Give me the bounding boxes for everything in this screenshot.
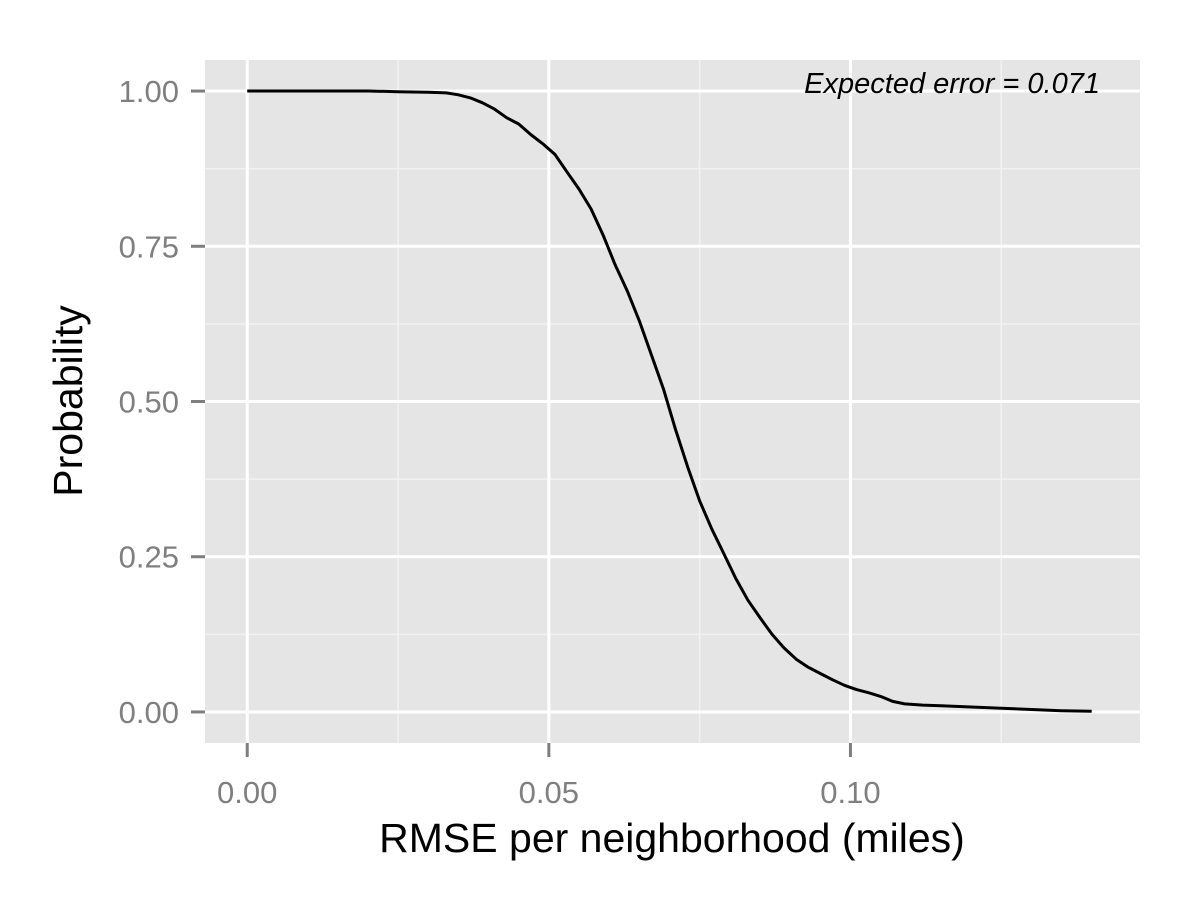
y-tick-label: 1.00 [119,74,179,109]
y-tick-label: 0.00 [119,695,179,730]
y-tick-label: 0.75 [119,229,179,264]
annotation-text: Expected error = 0.071 [804,68,1100,100]
x-tick-label: 0.05 [519,775,579,810]
series-line [247,89,1092,713]
y-axis: 0.00 0.25 0.50 0.75 1.00 [119,74,205,730]
x-tick-label: 0.00 [217,775,277,810]
y-axis-title: Probability [45,305,91,497]
x-axis-title: RMSE per neighborhood (miles) [379,815,965,861]
series-layer [247,89,1092,713]
y-tick-label: 0.25 [119,540,179,575]
x-tick-label: 0.10 [820,775,880,810]
grid-major [205,60,1140,743]
y-tick-label: 0.50 [119,385,179,420]
x-axis: 0.00 0.05 0.10 [217,743,881,810]
